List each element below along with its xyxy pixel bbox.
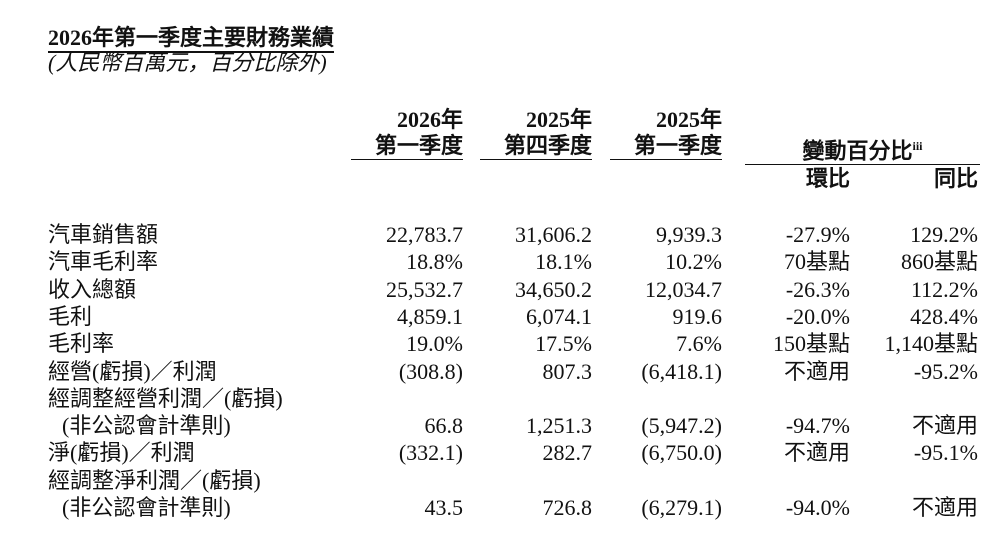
change-column: 環比 bbox=[805, 166, 850, 191]
cell: -20.0% bbox=[785, 303, 850, 329]
cell: 7.6% bbox=[676, 331, 722, 357]
column-year: 2025年 bbox=[655, 107, 722, 132]
cell: 4,859.1 bbox=[397, 303, 463, 329]
row-label: (非公認會計準則) bbox=[62, 495, 231, 520]
cell: 428.4% bbox=[910, 303, 978, 329]
cell: 919.6 bbox=[672, 303, 723, 329]
row-label: 汽車銷售額 bbox=[48, 222, 159, 247]
column-period: 第四季度 bbox=[480, 133, 592, 160]
cell: 6,074.1 bbox=[526, 303, 592, 329]
cell: -26.3% bbox=[785, 276, 850, 302]
cell: (332.1) bbox=[398, 440, 463, 466]
cell: -95.1% bbox=[913, 440, 978, 466]
row-label: 毛利率 bbox=[48, 331, 115, 357]
cell: (6,279.1) bbox=[641, 495, 722, 520]
title: 2026年第一季度主要財務業績 bbox=[48, 25, 335, 53]
cell: (6,750.0) bbox=[641, 440, 722, 466]
subtitle: (人民幣百萬元，百分比除外) bbox=[48, 50, 327, 75]
cell: 不適用 bbox=[783, 358, 850, 384]
cell: -94.7% bbox=[785, 413, 850, 439]
cell: -95.2% bbox=[913, 358, 978, 384]
cell: 25,532.7 bbox=[386, 276, 463, 302]
row-label: 汽車毛利率 bbox=[48, 249, 159, 275]
cell: 不適用 bbox=[783, 440, 850, 466]
cell: 34,650.2 bbox=[515, 276, 592, 302]
column-period: 第一季度 bbox=[351, 133, 463, 160]
cell: 726.8 bbox=[542, 495, 593, 520]
cell: 43.5 bbox=[424, 495, 464, 520]
cell: 807.3 bbox=[542, 358, 593, 384]
cell: (308.8) bbox=[398, 358, 463, 384]
cell: 12,034.7 bbox=[645, 276, 722, 302]
cell: 不適用 bbox=[911, 495, 978, 520]
cell: (5,947.2) bbox=[641, 413, 722, 439]
column-year: 2025年 bbox=[525, 107, 592, 132]
cell: 70基點 bbox=[783, 249, 850, 275]
cell: 1,251.3 bbox=[526, 413, 592, 439]
row-label: 毛利 bbox=[48, 303, 93, 329]
row-label: 經營(虧損)／利潤 bbox=[48, 358, 217, 384]
row-label: (非公認會計準則) bbox=[62, 413, 231, 439]
cell: 18.1% bbox=[535, 249, 592, 275]
cell: 17.5% bbox=[535, 331, 592, 357]
cell: 9,939.3 bbox=[656, 222, 722, 247]
cell: 66.8 bbox=[424, 413, 464, 439]
change-column: 同比 bbox=[933, 166, 978, 191]
footnote-mark: iii bbox=[912, 139, 923, 153]
change-header: 變動百分比iii bbox=[745, 133, 980, 166]
cell: 18.8% bbox=[406, 249, 463, 275]
cell: 112.2% bbox=[910, 276, 978, 302]
cell: 31,606.2 bbox=[515, 222, 592, 247]
row-label: 經調整淨利潤／(虧損) bbox=[48, 467, 261, 493]
cell: 19.0% bbox=[406, 331, 463, 357]
change-header-text: 變動百分比 bbox=[802, 138, 913, 164]
cell: 1,140基點 bbox=[884, 331, 978, 357]
cell: 860基點 bbox=[900, 249, 978, 275]
row-label: 收入總額 bbox=[48, 276, 137, 302]
cell: 22,783.7 bbox=[386, 222, 463, 247]
cell: 282.7 bbox=[542, 440, 593, 466]
row-label: 淨(虧損)／利潤 bbox=[48, 440, 195, 466]
cell: 不適用 bbox=[911, 413, 978, 439]
cell: 10.2% bbox=[665, 249, 722, 275]
cell: 129.2% bbox=[910, 222, 978, 247]
row-label: 經調整經營利潤／(虧損) bbox=[48, 385, 283, 411]
cell: -94.0% bbox=[785, 495, 850, 520]
column-year: 2026年 bbox=[396, 107, 463, 132]
cell: (6,418.1) bbox=[641, 358, 722, 384]
cell: 150基點 bbox=[772, 331, 850, 357]
column-period: 第一季度 bbox=[610, 133, 722, 160]
cell: -27.9% bbox=[785, 222, 850, 247]
